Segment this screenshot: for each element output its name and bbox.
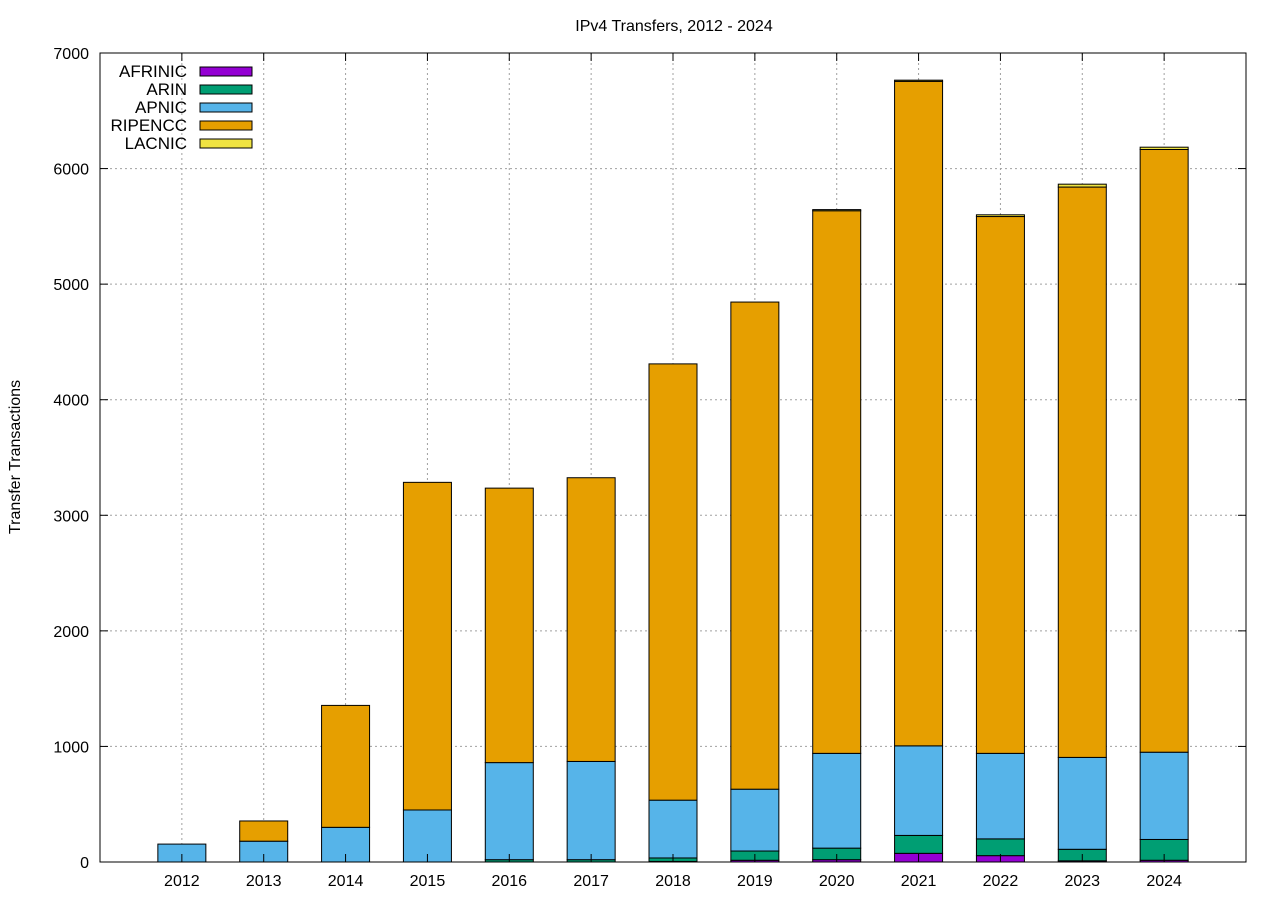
bar-segment-ripencc: [1057, 186, 1107, 758]
bars: [157, 79, 1189, 863]
x-tick-label: 2015: [410, 873, 446, 890]
bar-segment-apnic: [730, 788, 780, 852]
y-tick-label: 6000: [53, 162, 89, 179]
bar-segment-apnic: [402, 809, 452, 863]
bar-segment-arin: [894, 834, 944, 854]
bar-segment-ripencc: [321, 704, 371, 828]
legend-swatch-lacnic: [199, 138, 253, 149]
x-tick-label: 2022: [983, 873, 1019, 890]
bar-segment-apnic: [1139, 751, 1189, 840]
legend-label: LACNIC: [125, 134, 187, 153]
bar-segment-apnic: [894, 745, 944, 836]
chart-title: IPv4 Transfers, 2012 - 2024: [575, 18, 773, 35]
legend-swatch-afrinic: [199, 66, 253, 77]
bar-segment-lacnic: [894, 79, 944, 82]
bar-segment-ripencc: [894, 80, 944, 747]
bar-segment-apnic: [648, 799, 698, 859]
bar-segment-lacnic: [1139, 146, 1189, 151]
grid-lines: [100, 53, 1246, 862]
bar-segment-ripencc: [730, 301, 780, 790]
bar-segment-apnic: [1057, 756, 1107, 850]
y-axis-label: Transfer Transactions: [7, 380, 24, 534]
x-tick-label: 2016: [491, 873, 527, 890]
x-tick-label: 2018: [655, 873, 691, 890]
legend-label: APNIC: [135, 98, 187, 117]
x-tick-label: 2021: [901, 873, 937, 890]
x-tick-label: 2014: [328, 873, 364, 890]
bar-segment-lacnic: [812, 209, 862, 212]
x-tick-label: 2024: [1146, 873, 1182, 890]
y-tick-label: 1000: [53, 739, 89, 756]
bar-segment-ripencc: [1139, 149, 1189, 753]
x-tick-label: 2020: [819, 873, 855, 890]
bar-segment-apnic: [566, 760, 616, 861]
y-tick-label: 4000: [53, 393, 89, 410]
bar-segment-lacnic: [1057, 183, 1107, 188]
bar-segment-ripencc: [402, 481, 452, 811]
bar-segment-ripencc: [484, 487, 534, 764]
bar-segment-ripencc: [239, 820, 289, 842]
legend-label: RIPENCC: [110, 116, 187, 135]
bar-segment-apnic: [484, 762, 534, 861]
bar-segment-apnic: [812, 752, 862, 849]
x-tick-label: 2017: [573, 873, 609, 890]
x-tick-label: 2012: [164, 873, 200, 890]
x-tick-label: 2023: [1064, 873, 1100, 890]
y-tick-label: 3000: [53, 508, 89, 525]
y-tick-label: 0: [80, 855, 89, 872]
y-tick-label: 5000: [53, 277, 89, 294]
x-tick-label: 2019: [737, 873, 773, 890]
legend-label: AFRINIC: [119, 62, 187, 81]
bar-segment-arin: [975, 838, 1025, 857]
bar-segment-ripencc: [812, 210, 862, 754]
legend-label: ARIN: [146, 80, 187, 99]
bar-segment-lacnic: [975, 214, 1025, 218]
axis-ticks: 0 1000 2000 3000 4000 5000 6000 7000 2012 2013 201…: [53, 46, 1246, 890]
x-tick-label: 2013: [246, 873, 282, 890]
legend-swatch-arin: [199, 84, 253, 95]
y-tick-label: 7000: [53, 46, 89, 63]
bar-segment-ripencc: [975, 216, 1025, 754]
bar-segment-ripencc: [648, 363, 698, 801]
legend-swatch-apnic: [199, 102, 253, 113]
bar-segment-ripencc: [566, 477, 616, 762]
bar-segment-apnic: [975, 752, 1025, 840]
legend-swatch-ripencc: [199, 120, 253, 131]
y-tick-label: 2000: [53, 624, 89, 641]
